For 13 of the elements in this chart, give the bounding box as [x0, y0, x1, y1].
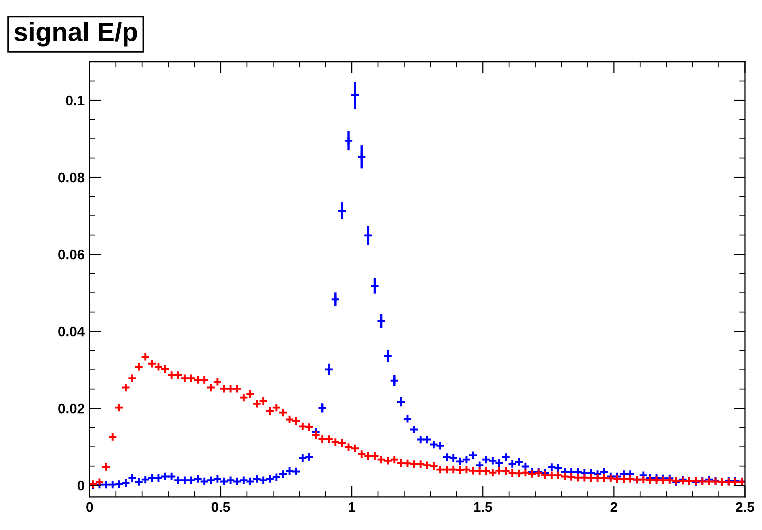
- y-tick-label: 0.08: [58, 172, 85, 183]
- y-tick-label: 0.1: [66, 96, 85, 106]
- x-tick-label: 2.5: [736, 502, 755, 512]
- x-tick-label: 0.5: [212, 502, 230, 512]
- x-tick-label: 2: [610, 502, 618, 512]
- y-tick-label: 0.02: [58, 404, 84, 414]
- y-tick-label: 0.04: [58, 326, 85, 337]
- x-tick-label: 1.5: [474, 502, 492, 512]
- y-tick-label: 0.06: [58, 250, 85, 260]
- x-tick-label: 1: [349, 502, 356, 512]
- x-tick-label: 0: [86, 502, 94, 512]
- chart-title: signal E/p: [14, 22, 138, 47]
- y-tick-label: 0: [78, 480, 84, 491]
